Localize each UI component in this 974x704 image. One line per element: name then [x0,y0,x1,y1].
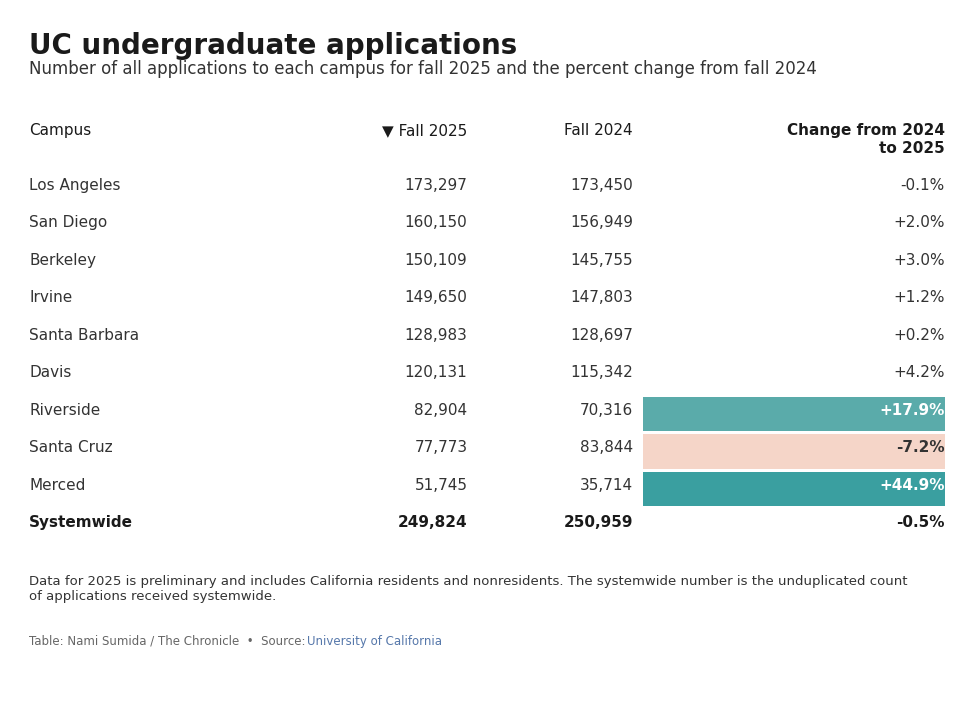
Text: +1.2%: +1.2% [893,290,945,306]
Text: 149,650: 149,650 [404,290,468,306]
Text: San Diego: San Diego [29,215,107,230]
Text: 82,904: 82,904 [414,403,468,417]
Text: Riverside: Riverside [29,403,100,417]
Text: 150,109: 150,109 [405,253,468,268]
Text: Santa Barbara: Santa Barbara [29,328,139,343]
Text: Campus: Campus [29,123,92,138]
Text: +0.2%: +0.2% [893,328,945,343]
Text: Davis: Davis [29,365,72,380]
Text: Los Angeles: Los Angeles [29,178,121,193]
Text: -7.2%: -7.2% [896,440,945,455]
Text: 115,342: 115,342 [571,365,633,380]
Text: 77,773: 77,773 [414,440,468,455]
Text: 160,150: 160,150 [405,215,468,230]
Text: 128,697: 128,697 [570,328,633,343]
Text: 173,297: 173,297 [404,178,468,193]
Text: 35,714: 35,714 [580,478,633,493]
Text: Santa Cruz: Santa Cruz [29,440,113,455]
Text: Table: Nami Sumida / The Chronicle  •  Source:: Table: Nami Sumida / The Chronicle • Sou… [29,634,310,648]
Text: +17.9%: +17.9% [880,403,945,417]
Text: -0.5%: -0.5% [896,515,945,530]
Text: ▼ Fall 2025: ▼ Fall 2025 [382,123,468,138]
Text: 156,949: 156,949 [570,215,633,230]
Text: +3.0%: +3.0% [893,253,945,268]
Text: UC undergraduate applications: UC undergraduate applications [29,32,517,60]
Text: +44.9%: +44.9% [880,478,945,493]
Text: 51,745: 51,745 [415,478,468,493]
Text: Change from 2024
to 2025: Change from 2024 to 2025 [787,123,945,156]
Text: 145,755: 145,755 [571,253,633,268]
Text: 147,803: 147,803 [571,290,633,306]
Text: University of California: University of California [307,634,442,648]
Text: 249,824: 249,824 [398,515,468,530]
Text: Fall 2024: Fall 2024 [565,123,633,138]
Text: 120,131: 120,131 [405,365,468,380]
Text: +2.0%: +2.0% [893,215,945,230]
Text: Number of all applications to each campus for fall 2025 and the percent change f: Number of all applications to each campu… [29,60,817,78]
Text: 70,316: 70,316 [580,403,633,417]
Text: Systemwide: Systemwide [29,515,133,530]
Text: 128,983: 128,983 [404,328,468,343]
Text: Merced: Merced [29,478,86,493]
Text: 83,844: 83,844 [580,440,633,455]
Text: +4.2%: +4.2% [893,365,945,380]
Text: -0.1%: -0.1% [901,178,945,193]
Text: 250,959: 250,959 [564,515,633,530]
Text: 173,450: 173,450 [571,178,633,193]
Text: Data for 2025 is preliminary and includes California residents and nonresidents.: Data for 2025 is preliminary and include… [29,574,908,603]
Text: Berkeley: Berkeley [29,253,96,268]
Text: Irvine: Irvine [29,290,72,306]
